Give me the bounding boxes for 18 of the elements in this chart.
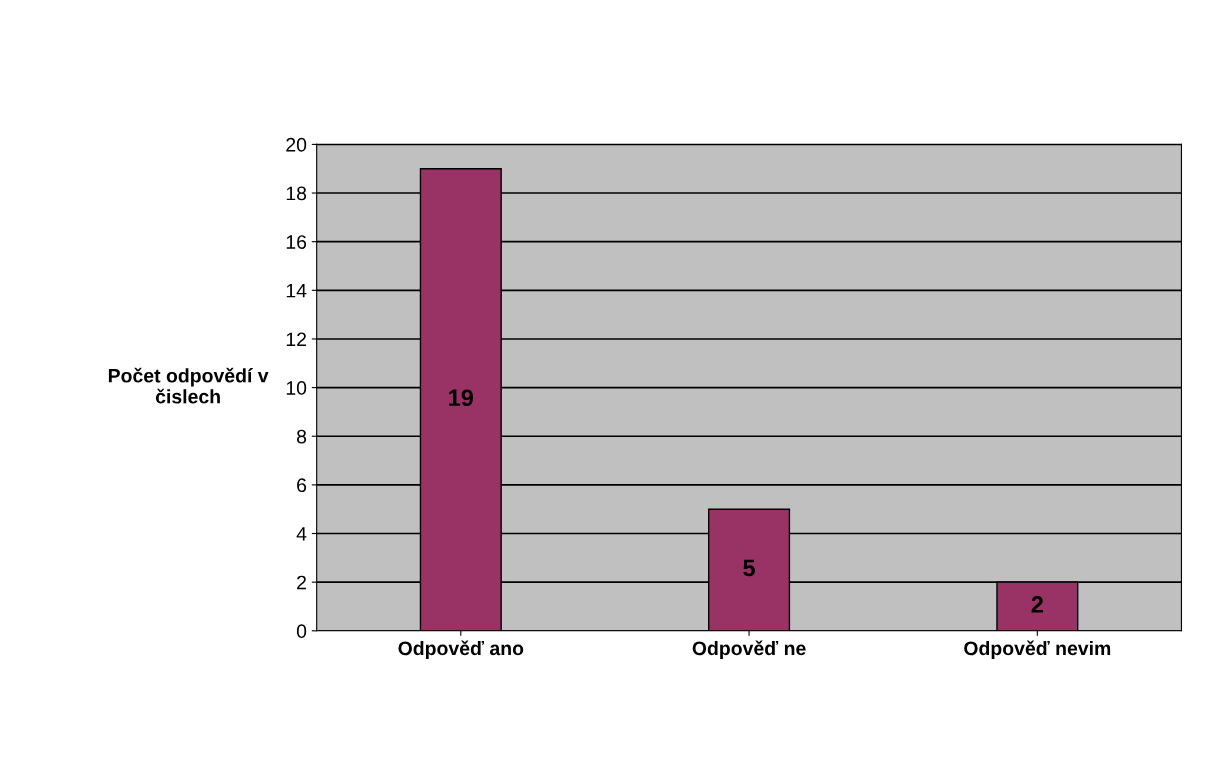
- data-label: 2: [1031, 596, 1043, 613]
- x-tick-label: Odpověď nevim: [964, 640, 1111, 660]
- y-axis-title: Počet odpovědí v čislech: [108, 367, 269, 404]
- data-label: 19: [449, 389, 474, 407]
- y-tick-label: 6: [297, 478, 307, 493]
- y-tick-label: 12: [286, 332, 306, 347]
- y-tick-label: 0: [296, 624, 307, 639]
- y-tick-label: 14: [286, 283, 307, 298]
- y-tick-label: 4: [296, 527, 307, 541]
- data-label: 5: [743, 559, 755, 577]
- x-tick-label: Odpověď ne: [692, 640, 806, 660]
- y-tick-label: 10: [286, 381, 307, 395]
- y-tick-label: 8: [296, 429, 307, 444]
- x-tick-label: Odpověď ano: [398, 640, 524, 660]
- y-tick-label: 20: [286, 137, 307, 152]
- y-tick-label: 18: [286, 186, 307, 201]
- y-tick-label: 2: [297, 575, 306, 590]
- y-tick-label: 16: [286, 235, 307, 249]
